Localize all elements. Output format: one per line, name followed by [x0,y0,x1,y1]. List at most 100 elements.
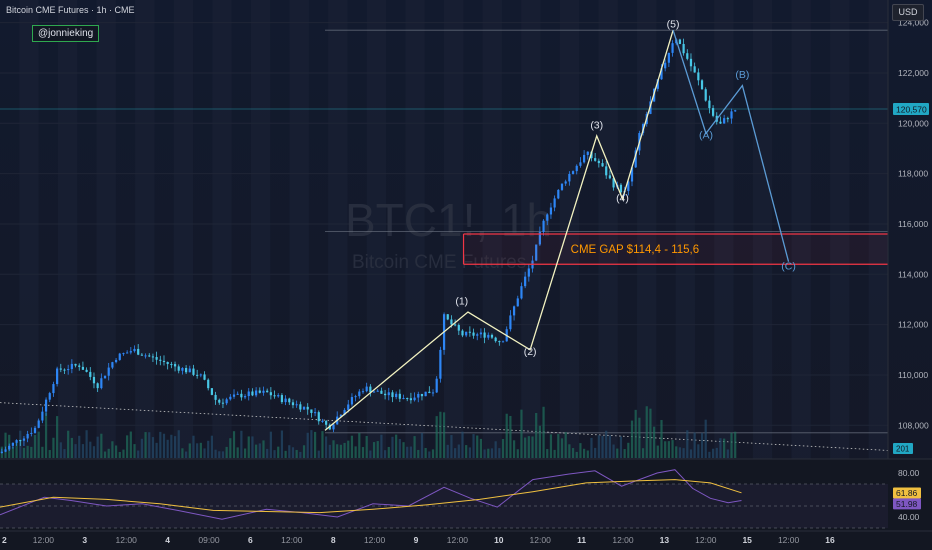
time-tick-label: 9 [414,535,419,545]
volume-bar [406,446,409,458]
candle-body [258,390,261,393]
candle-body [564,181,567,184]
volume-bar [439,411,442,458]
currency-button[interactable]: USD [892,4,924,21]
candle-body [214,394,217,400]
volume-bar [173,436,177,458]
volume-bar [420,432,424,458]
session-band [444,0,464,528]
volume-bar [243,448,247,458]
candle-body [122,353,125,355]
volume-bar [85,430,88,458]
volume-bar [468,447,471,458]
volume-bar [479,438,483,458]
corrective-wave-line [672,30,790,262]
candle-body [100,378,103,389]
candle-body [428,391,431,394]
volume-bar [564,432,567,458]
candle-body [579,162,582,166]
volume-bar [295,449,298,458]
candle-body [247,391,250,397]
volume-bar [597,435,600,458]
volume-bar [501,439,505,458]
volume-bar [232,431,236,458]
elliott-waves: (1) (2) (3) (4) (5) (A) (B) (C) [324,19,796,431]
candle-body [129,351,132,353]
volume-bar [188,443,191,458]
time-tick-label: 2 [2,535,7,545]
volume-bar [579,443,582,458]
volume-bar [306,432,309,458]
volume-bar [126,435,129,458]
candle-body [723,118,726,124]
volume-bar [605,430,608,458]
wave-label: (1) [455,295,468,307]
candle-body [63,369,66,371]
candle-body [361,391,365,393]
volume-bar [383,450,387,458]
volume-bar [313,431,317,458]
volume-bar [498,448,501,458]
volume-bar [41,446,44,458]
candle-body [520,286,523,299]
candle-body [269,392,272,396]
candle-body [288,398,291,403]
volume-bar [512,440,516,458]
candle-body [232,394,236,397]
time-tick-label: 15 [742,535,752,545]
candle-body [454,324,457,326]
candle-body [251,391,254,396]
volume-bar [560,438,564,458]
price-tick-label: 112,000 [898,320,928,330]
candle-body [734,110,737,112]
candle-body [302,406,306,410]
volume-bar [531,436,534,458]
volume-bar [446,444,449,458]
candle-body [332,424,335,430]
volume-bar [137,450,140,458]
volume-bar [417,449,420,458]
volume-bar [148,432,151,458]
volume-bar [627,442,630,458]
volume-bar [258,443,261,458]
candle-body [439,349,442,379]
volume-bar [33,434,37,458]
candle-body [546,214,549,221]
volume-bar [641,448,645,458]
volume-bar [177,430,180,458]
volume-tag [893,443,913,454]
candle-body [372,391,376,393]
candle-body [347,404,350,410]
session-band [289,0,309,528]
volume-bar [582,448,586,458]
volume-bar [509,415,512,458]
candle-body [19,440,22,442]
candle-body [280,395,284,403]
volume-bar [229,438,232,458]
candle-body [255,390,258,396]
candle-body [612,178,615,188]
candle-body [284,398,287,403]
candle-body [354,396,357,398]
candle-body [11,442,15,446]
watermark-symbol: BTC1!, 1h [345,194,552,246]
candle-body [387,392,390,396]
volume-bar [358,432,361,458]
candle-body [472,332,475,336]
candle-body [461,330,464,336]
candle-body [417,393,420,398]
volume-bar [354,446,357,458]
candle-body [74,363,77,366]
candle-body [151,356,155,358]
volume-bar [111,441,114,458]
volume-bar [273,450,276,458]
volume-bar [81,444,85,458]
candle-body [221,402,225,404]
volume-bar [372,442,376,458]
candle-body [719,121,722,124]
candle-body [608,175,612,179]
volume-bar [667,441,670,458]
candle-body [557,189,560,199]
candle-body [380,390,383,394]
